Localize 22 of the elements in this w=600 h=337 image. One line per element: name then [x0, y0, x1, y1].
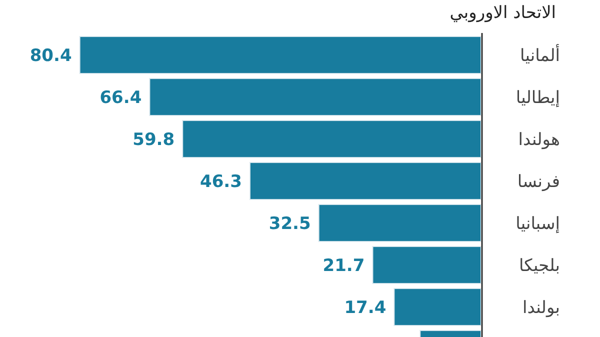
data-label: 32.5 — [268, 214, 311, 234]
chart-title: الاتحاد الاوروبي — [450, 3, 556, 23]
y-tick-label: بولندا — [522, 298, 560, 318]
data-label: 80.4 — [30, 46, 72, 66]
y-tick-label: إيطاليا — [516, 88, 560, 108]
y-tick-label: بلجيكا — [518, 256, 560, 276]
y-tick-label: ألمانيا — [520, 44, 560, 66]
y-tick-label: إسبانيا — [516, 214, 560, 234]
data-label: 17.4 — [344, 298, 386, 318]
data-label: 21.7 — [322, 256, 365, 276]
data-label: 46.3 — [200, 172, 242, 192]
data-label: 59.8 — [132, 130, 175, 150]
bar — [182, 120, 482, 158]
bar — [249, 162, 482, 200]
bar — [394, 288, 482, 326]
y-tick-label: هولندا — [518, 130, 560, 150]
bar — [149, 78, 482, 116]
bar — [372, 246, 482, 284]
bar — [318, 204, 482, 242]
data-label: 66.4 — [100, 88, 142, 108]
y-tick-label: فرنسا — [517, 172, 560, 192]
bar — [79, 36, 482, 74]
